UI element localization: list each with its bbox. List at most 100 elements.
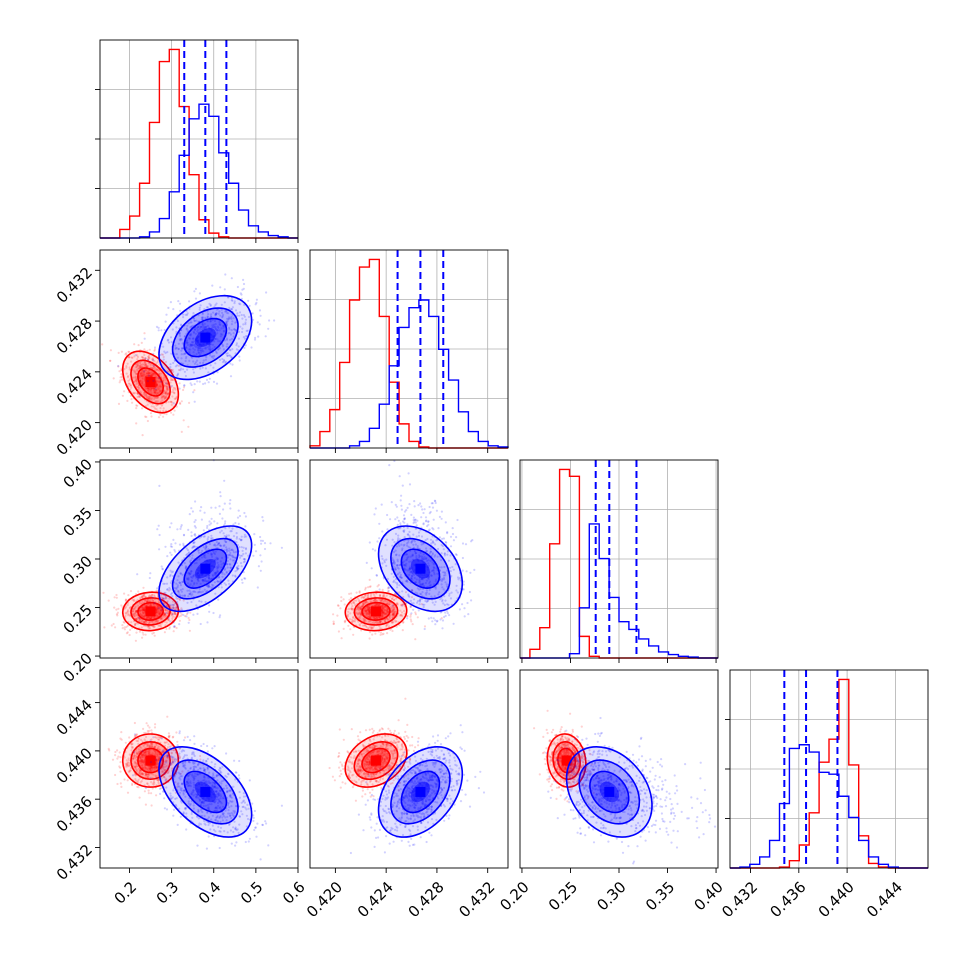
sample-point: [222, 330, 226, 333]
sample-point: [449, 545, 453, 548]
sample-point: [165, 382, 169, 385]
sample-point: [166, 388, 170, 391]
sample-point: [222, 326, 225, 329]
sample-point: [153, 391, 156, 394]
sample-point: [147, 396, 150, 399]
sample-point: [151, 357, 155, 360]
sample-point: [229, 317, 232, 320]
sample-point: [395, 505, 398, 508]
sample-point: [420, 516, 423, 519]
sample-point: [144, 363, 148, 366]
sample-point: [414, 638, 417, 641]
sample-point: [194, 519, 197, 522]
sample-point: [163, 631, 166, 634]
sample-point: [144, 362, 147, 365]
sample-point: [155, 408, 158, 411]
sample-point: [164, 320, 167, 323]
sample-point: [197, 325, 200, 328]
sample-point: [268, 319, 271, 322]
sample-point: [172, 625, 176, 628]
sample-point: [149, 388, 152, 392]
sample-point: [419, 502, 422, 505]
sample-point: [464, 543, 468, 546]
sample-point: [154, 387, 157, 390]
sample-point: [396, 523, 399, 527]
sample-point: [163, 350, 166, 353]
sample-point: [144, 357, 147, 360]
sample-point: [259, 535, 262, 539]
sample-point: [174, 387, 177, 390]
sample-point: [247, 299, 250, 302]
sample-point: [160, 606, 163, 609]
sample-point: [196, 380, 199, 383]
sample-point: [196, 330, 199, 333]
sample-point: [101, 343, 104, 346]
sample-point: [182, 613, 185, 617]
sample-point: [468, 590, 471, 594]
sample-point: [134, 375, 137, 378]
sample-point: [223, 502, 226, 505]
sample-point: [253, 533, 256, 536]
sample-point: [140, 371, 143, 374]
sample-point: [148, 361, 151, 364]
sample-point: [147, 397, 150, 400]
sample-point: [141, 363, 144, 366]
sample-point: [168, 626, 171, 629]
sample-point: [193, 344, 196, 347]
sample-point: [147, 358, 150, 361]
sample-point: [155, 325, 159, 328]
sample-point: [147, 371, 150, 375]
sample-point: [159, 407, 162, 410]
sample-point: [164, 392, 167, 395]
sample-point: [423, 625, 427, 628]
sample-point: [194, 287, 197, 290]
sample-point: [429, 510, 432, 514]
sample-point: [146, 370, 150, 373]
sample-point: [374, 632, 377, 635]
sample-point: [193, 520, 196, 524]
sample-point: [218, 616, 221, 619]
sample-point: [144, 393, 147, 396]
sample-point: [211, 347, 214, 350]
sample-point: [155, 389, 158, 392]
sample-point: [123, 628, 126, 631]
sample-point: [461, 603, 464, 606]
sample-point: [194, 500, 197, 503]
sample-point: [123, 368, 126, 371]
sample-point: [160, 397, 163, 400]
sample-point: [158, 372, 161, 375]
sample-point: [192, 360, 195, 363]
sample-point: [129, 383, 132, 386]
sample-point: [401, 604, 404, 607]
sample-point: [214, 323, 217, 326]
sample-point: [352, 633, 355, 636]
sample-point: [207, 313, 210, 316]
sample-point: [226, 354, 229, 357]
sample-point: [191, 343, 194, 347]
sample-point: [162, 415, 165, 418]
sample-point: [192, 340, 195, 343]
sample-point: [178, 382, 181, 385]
sample-point: [229, 349, 232, 352]
sample-point: [209, 348, 212, 351]
sample-point: [163, 376, 166, 379]
sample-point: [112, 622, 115, 626]
sample-point: [120, 731, 123, 734]
sample-point: [152, 374, 155, 377]
sample-point: [135, 366, 138, 369]
sample-point: [189, 321, 192, 324]
sample-point: [127, 594, 130, 597]
sample-point: [216, 522, 219, 525]
sample-point: [141, 371, 144, 374]
sample-point: [130, 360, 133, 363]
sample-point: [435, 509, 438, 512]
sample-point: [242, 323, 245, 326]
sample-point: [190, 344, 193, 347]
sample-point: [206, 621, 209, 624]
sample-point: [109, 349, 112, 352]
sample-point: [136, 363, 139, 367]
sample-point: [144, 369, 148, 372]
sample-point: [246, 329, 249, 332]
sample-point: [221, 361, 225, 364]
sample-point: [201, 347, 204, 350]
